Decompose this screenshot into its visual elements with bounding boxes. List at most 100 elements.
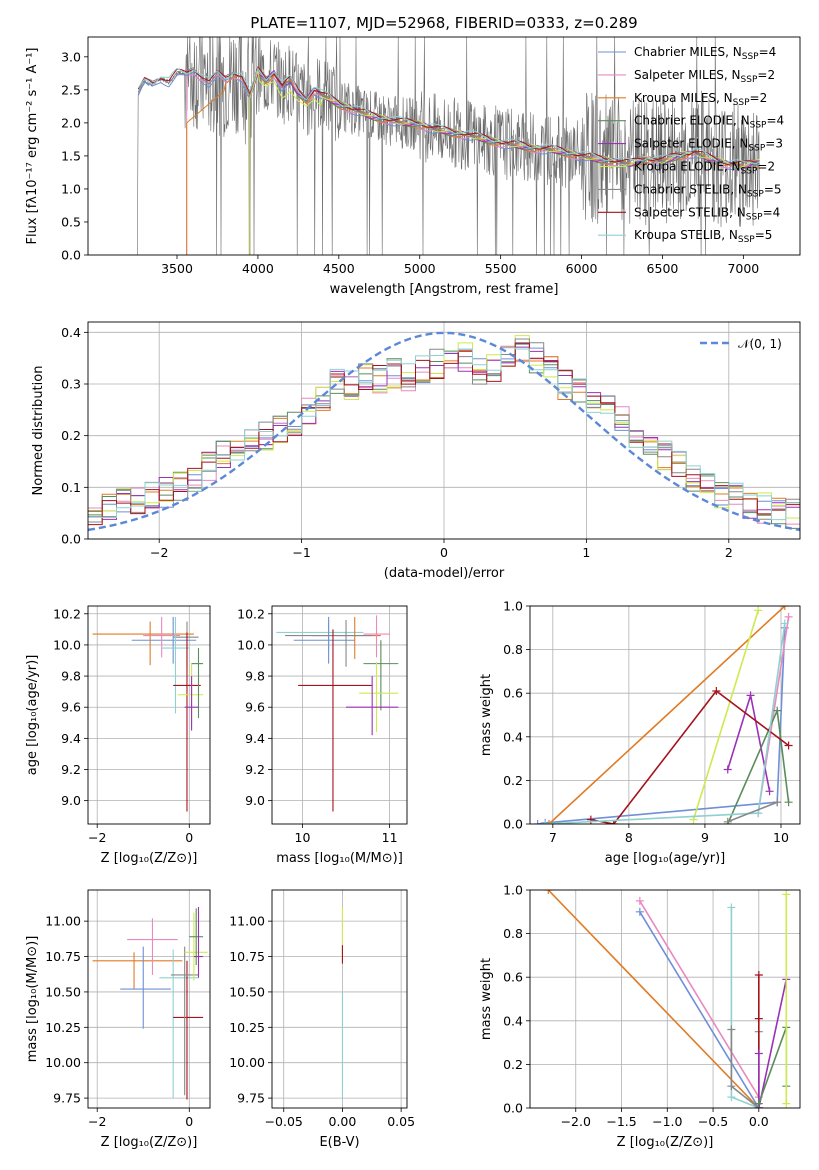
legend-sub: SSP: [750, 121, 767, 131]
y-tick-label: 9.8: [245, 669, 265, 684]
axes-frame: [271, 605, 408, 825]
axes-frame: [87, 321, 801, 540]
axes-frame: [87, 36, 801, 256]
histogram-salpeter-stelib: [88, 342, 800, 526]
y-tick-label: 2.5: [61, 82, 81, 97]
y-axis-label: mass weight: [479, 958, 494, 1040]
marker-salpeter-stelib: [754, 1014, 763, 1023]
y-tick-label: 10.75: [229, 949, 265, 964]
marker-chabrier-elodie: [773, 706, 782, 715]
series-salpeter-miles: [639, 900, 760, 1098]
y-tick-label: 2.0: [61, 115, 81, 130]
legend-text: Chabrier ELODIE, N: [634, 114, 750, 128]
y-tick-label: 0.6: [503, 970, 523, 985]
legend-label-kroupa-elodie: Kroupa ELODIE, NSSP=2: [634, 160, 775, 177]
observed-spectrum: [125, 37, 760, 255]
x-axis-label: Z [log₁₀(Z/Z⊙)]: [101, 851, 198, 866]
y-tick-label: 10.25: [45, 1020, 81, 1035]
series-chabrier-miles: [639, 911, 760, 1108]
plot-area: [92, 906, 208, 1100]
marker-kroupa-stelib: [780, 619, 789, 628]
legend-text: Salpeter ELODIE, N: [634, 137, 748, 151]
plot-area: [125, 37, 760, 255]
y-axis-label: mass [log₁₀(M/M⊙)]: [25, 936, 40, 1063]
legend-label-kroupa-stelib: Kroupa STELIB, NSSP=5: [634, 228, 772, 245]
x-axis-label: (data-model)/error: [384, 566, 505, 581]
panel-mass_vs_z: −2 0 9.75 10.00 10.25 10.50 10.75 11.00 Z [log₁₀…: [25, 889, 211, 1150]
panel-residuals: −2 −1 0 1 2 0.0 0.1 0.2 0.3 0.4 (data-model)/error…: [31, 321, 801, 581]
x-tick-label: −1.0: [652, 1114, 682, 1129]
y-tick-label: 0.6: [503, 686, 523, 701]
x-tick-label: −1: [292, 545, 310, 560]
marker-kroupa-elodie: [782, 1099, 791, 1108]
series-kroupa-miles: [548, 606, 786, 824]
axes-frame: [529, 889, 801, 1109]
legend-sub: SSP: [741, 75, 758, 85]
y-tick-label: 0.3: [61, 377, 81, 392]
legend-tail: =3: [765, 137, 783, 151]
x-tick-label: 0.0: [749, 1114, 769, 1129]
x-tick-label: −2: [88, 830, 106, 845]
x-tick-label: −0.5: [698, 1114, 728, 1129]
y-tick-label: 0.4: [503, 729, 523, 744]
legend-sub: SSP: [733, 98, 750, 108]
plot-area: [533, 606, 793, 824]
x-tick-label: 3500: [161, 261, 193, 276]
y-tick-label: 0.0: [61, 532, 81, 547]
panel-age_vs_mass: 10 11 9.0 9.2 9.4 9.6 9.8 10.0 10.2 mass [log₁₀(M…: [237, 605, 408, 866]
axes-frame: [87, 605, 211, 825]
x-tick-label: 7000: [727, 261, 759, 276]
marker-salpeter-elodie: [723, 765, 732, 774]
series-chabrier-miles: [537, 627, 786, 824]
y-tick-label: 9.75: [237, 1091, 265, 1106]
legend-sub: SSP: [747, 189, 764, 199]
legend-tail: =2: [750, 91, 768, 105]
y-tick-label: 0.0: [503, 817, 523, 832]
x-axis-label: mass [log₁₀(M/M⊙)]: [276, 851, 403, 866]
y-tick-label: 1.0: [61, 181, 81, 196]
x-tick-label: 2: [725, 545, 733, 560]
marker-kroupa-miles: [780, 606, 789, 610]
marker-kroupa-elodie: [782, 890, 791, 899]
marker-kroupa-miles: [545, 820, 554, 824]
legend-label-chabrier-stelib: Chabrier STELIB, NSSP=5: [634, 182, 782, 199]
panel-mass_weight_vs_age: 7 8 9 10 0.0 0.2 0.4 0.6 0.8 1.0 age [log₁₀(age/yr…: [479, 599, 801, 866]
marker-kroupa-stelib: [727, 903, 736, 912]
plot-area: [88, 331, 800, 532]
y-axis-label: Normed distribution: [31, 366, 46, 496]
x-tick-label: 0.00: [329, 1114, 357, 1129]
y-axis-label: Flux [fλ10⁻¹⁷ erg cm⁻² s⁻¹ A⁻¹]: [25, 48, 40, 245]
x-tick-label: −1.5: [606, 1114, 636, 1129]
y-tick-label: 1.0: [503, 883, 523, 898]
y-tick-label: 9.6: [61, 700, 81, 715]
y-tick-label: 10.50: [229, 984, 265, 999]
y-tick-label: 10.50: [45, 984, 81, 999]
legend-tail: =2: [757, 68, 775, 82]
x-tick-label: 0: [440, 545, 448, 560]
x-tick-label: 0.05: [387, 1114, 415, 1129]
legend-sub: SSP: [746, 212, 763, 222]
legend-text: Chabrier MILES, N: [634, 45, 742, 59]
marker-salpeter-stelib: [754, 971, 763, 980]
model-salpeter-elodie: [249, 69, 760, 255]
x-tick-label: 5000: [404, 261, 436, 276]
legend-text: Salpeter MILES, N: [634, 68, 741, 82]
x-tick-label: 4000: [242, 261, 274, 276]
x-tick-label: 0: [185, 1114, 193, 1129]
legend-label-salpeter-stelib: Salpeter STELIB, NSSP=4: [634, 205, 780, 222]
y-tick-label: 3.0: [61, 49, 81, 64]
series-kroupa-miles: [547, 890, 760, 1108]
x-tick-label: 0: [185, 830, 193, 845]
marker-kroupa-stelib: [541, 820, 550, 824]
plot-area: [544, 890, 791, 1108]
y-tick-label: 1.0: [503, 599, 523, 614]
panel-spectrum: 3500 4000 4500 5000 5500 6000 6500 7000 0.0 0.5 1.…: [25, 36, 801, 297]
y-tick-label: 9.0: [61, 793, 81, 808]
panel-mass_weight_vs_z: −2.0 −1.5 −1.0 −0.5 0.0 0.0 0.2 0.4 0.6 0.8 1.0 Z […: [479, 883, 801, 1150]
x-tick-label: 9: [701, 830, 709, 845]
y-tick-label: 0.8: [503, 642, 523, 657]
marker-salpeter-elodie: [765, 787, 774, 796]
x-axis-label: wavelength [Angstrom, rest frame]: [330, 282, 559, 297]
y-tick-label: 9.4: [245, 731, 265, 746]
marker-chabrier-stelib: [773, 798, 782, 807]
